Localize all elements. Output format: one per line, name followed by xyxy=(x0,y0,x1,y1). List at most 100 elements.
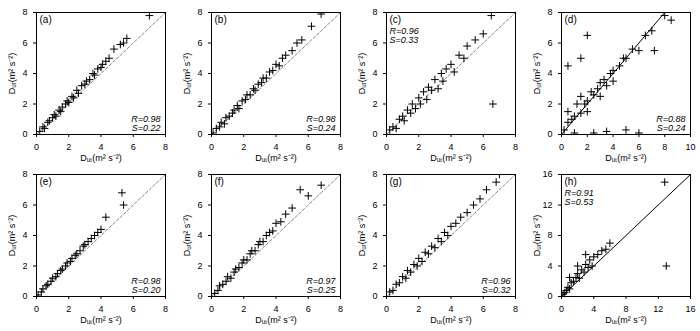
svg-text:4: 4 xyxy=(372,230,377,240)
svg-text:(a): (a) xyxy=(40,14,52,25)
svg-text:8: 8 xyxy=(22,169,27,179)
svg-text:R=0.91S=0.53: R=0.91S=0.53 xyxy=(565,188,594,207)
svg-text:8: 8 xyxy=(372,7,377,17)
svg-text:0: 0 xyxy=(384,142,389,152)
svg-text:6: 6 xyxy=(22,38,27,48)
svg-text:0: 0 xyxy=(372,129,377,139)
svg-text:8: 8 xyxy=(163,142,168,152)
svg-text:16: 16 xyxy=(685,304,695,314)
svg-text:(f): (f) xyxy=(215,176,224,187)
svg-text:R=0.88S=0.24: R=0.88S=0.24 xyxy=(656,114,685,133)
svg-text:4: 4 xyxy=(547,68,552,78)
svg-text:R=0.96S=0.32: R=0.96S=0.32 xyxy=(481,276,510,295)
svg-text:0: 0 xyxy=(209,304,214,314)
svg-text:6: 6 xyxy=(481,304,486,314)
svg-text:Dᵤₜ(m² s⁻²): Dᵤₜ(m² s⁻²) xyxy=(255,315,296,325)
svg-text:4: 4 xyxy=(372,68,377,78)
svg-text:4: 4 xyxy=(611,142,616,152)
svg-text:2: 2 xyxy=(416,304,421,314)
svg-text:Dᵤₜ(m² s⁻²): Dᵤₜ(m² s⁻²) xyxy=(605,153,646,163)
svg-text:6: 6 xyxy=(636,142,641,152)
svg-text:Dᵤᵣ(m² s⁻²): Dᵤᵣ(m² s⁻²) xyxy=(532,215,542,257)
svg-text:0: 0 xyxy=(209,142,214,152)
svg-text:0: 0 xyxy=(547,129,552,139)
svg-text:8: 8 xyxy=(547,230,552,240)
svg-text:R=0.98S=0.24: R=0.98S=0.24 xyxy=(306,114,335,133)
svg-text:4: 4 xyxy=(273,142,278,152)
svg-text:8: 8 xyxy=(662,142,667,152)
svg-text:2: 2 xyxy=(197,99,202,109)
svg-text:2: 2 xyxy=(241,304,246,314)
svg-text:0: 0 xyxy=(34,304,39,314)
svg-text:8: 8 xyxy=(22,7,27,17)
svg-text:4: 4 xyxy=(98,304,103,314)
svg-text:4: 4 xyxy=(197,68,202,78)
svg-text:(d): (d) xyxy=(565,14,577,25)
svg-text:6: 6 xyxy=(306,304,311,314)
svg-text:0: 0 xyxy=(197,129,202,139)
svg-text:2: 2 xyxy=(22,261,27,271)
svg-text:0: 0 xyxy=(197,291,202,301)
svg-text:Dᵤᵣ(m² s⁻²): Dᵤᵣ(m² s⁻²) xyxy=(357,53,367,95)
svg-text:Dᵤₜ(m² s⁻²): Dᵤₜ(m² s⁻²) xyxy=(255,153,296,163)
svg-text:(b): (b) xyxy=(215,14,227,25)
svg-text:4: 4 xyxy=(273,304,278,314)
svg-text:0: 0 xyxy=(547,291,552,301)
svg-text:Dᵤₜ(m² s⁻²): Dᵤₜ(m² s⁻²) xyxy=(430,153,471,163)
svg-text:4: 4 xyxy=(591,304,596,314)
svg-text:2: 2 xyxy=(416,142,421,152)
svg-text:4: 4 xyxy=(448,142,453,152)
svg-text:Dᵤᵣ(m² s⁻²): Dᵤᵣ(m² s⁻²) xyxy=(532,53,542,95)
svg-text:8: 8 xyxy=(163,304,168,314)
svg-text:Dᵤₜ(m² s⁻²): Dᵤₜ(m² s⁻²) xyxy=(605,315,646,325)
svg-text:Dᵤᵣ(m² s⁻²): Dᵤᵣ(m² s⁻²) xyxy=(182,215,192,257)
svg-text:8: 8 xyxy=(197,7,202,17)
svg-text:0: 0 xyxy=(559,304,564,314)
svg-text:8: 8 xyxy=(197,169,202,179)
svg-text:4: 4 xyxy=(22,68,27,78)
svg-text:12: 12 xyxy=(653,304,663,314)
svg-text:2: 2 xyxy=(241,142,246,152)
svg-text:6: 6 xyxy=(22,200,27,210)
svg-text:Dᵤₜ(m² s⁻²): Dᵤₜ(m² s⁻²) xyxy=(430,315,471,325)
svg-text:8: 8 xyxy=(338,304,343,314)
svg-text:2: 2 xyxy=(22,99,27,109)
svg-text:8: 8 xyxy=(513,142,518,152)
svg-text:Dᵤᵣ(m² s⁻²): Dᵤᵣ(m² s⁻²) xyxy=(182,53,192,95)
svg-text:(g): (g) xyxy=(390,176,402,187)
svg-text:Dᵤᵣ(m² s⁻²): Dᵤᵣ(m² s⁻²) xyxy=(7,215,17,257)
svg-text:6: 6 xyxy=(197,200,202,210)
svg-text:6: 6 xyxy=(372,38,377,48)
svg-text:4: 4 xyxy=(448,304,453,314)
svg-text:R=0.96S=0.33: R=0.96S=0.33 xyxy=(390,26,419,45)
svg-text:0: 0 xyxy=(559,142,564,152)
svg-text:(c): (c) xyxy=(390,14,402,25)
svg-text:2: 2 xyxy=(372,261,377,271)
svg-text:4: 4 xyxy=(98,142,103,152)
svg-text:6: 6 xyxy=(481,142,486,152)
svg-text:6: 6 xyxy=(547,38,552,48)
svg-text:6: 6 xyxy=(131,304,136,314)
svg-text:0: 0 xyxy=(372,291,377,301)
svg-text:12: 12 xyxy=(542,200,552,210)
svg-text:(e): (e) xyxy=(40,176,52,187)
svg-text:R=0.98S=0.22: R=0.98S=0.22 xyxy=(131,114,160,133)
svg-text:(h): (h) xyxy=(565,176,577,187)
svg-text:6: 6 xyxy=(306,142,311,152)
svg-text:2: 2 xyxy=(66,142,71,152)
svg-text:0: 0 xyxy=(22,291,27,301)
svg-text:16: 16 xyxy=(542,169,552,179)
svg-text:2: 2 xyxy=(66,304,71,314)
svg-text:Dᵤₜ(m² s⁻²): Dᵤₜ(m² s⁻²) xyxy=(80,315,121,325)
svg-text:10: 10 xyxy=(685,142,695,152)
svg-text:2: 2 xyxy=(547,99,552,109)
svg-text:6: 6 xyxy=(131,142,136,152)
svg-text:8: 8 xyxy=(513,304,518,314)
svg-text:8: 8 xyxy=(547,7,552,17)
svg-text:0: 0 xyxy=(34,142,39,152)
svg-text:2: 2 xyxy=(585,142,590,152)
svg-text:6: 6 xyxy=(197,38,202,48)
svg-text:Dᵤᵣ(m² s⁻²): Dᵤᵣ(m² s⁻²) xyxy=(357,215,367,257)
svg-text:Dᵤᵣ(m² s⁻²): Dᵤᵣ(m² s⁻²) xyxy=(7,53,17,95)
svg-text:4: 4 xyxy=(197,230,202,240)
